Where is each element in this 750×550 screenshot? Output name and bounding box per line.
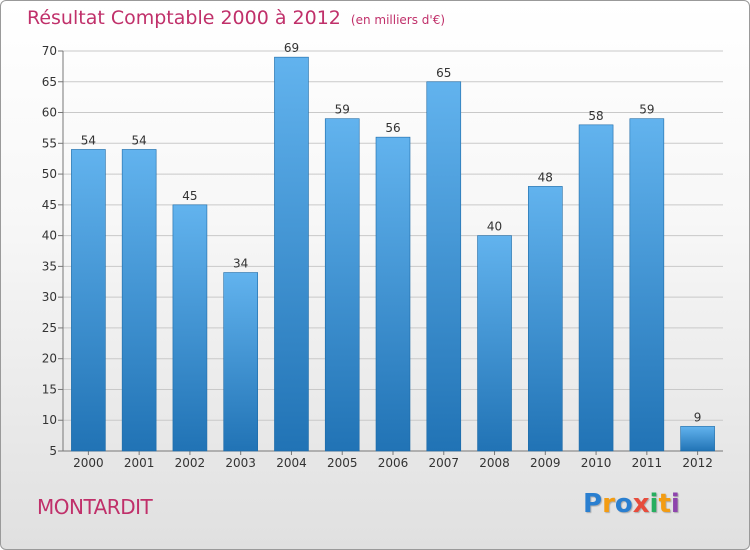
y-tick-label: 15 <box>42 382 57 396</box>
chart-title-text: Résultat Comptable 2000 à 2012 <box>27 7 341 29</box>
logo-letter: o <box>614 489 633 519</box>
bar-value-label: 65 <box>436 66 451 80</box>
x-tick-label: 2011 <box>632 456 663 470</box>
y-tick-label: 5 <box>49 444 57 458</box>
y-tick-label: 70 <box>42 44 57 58</box>
bar-value-label: 58 <box>588 109 603 123</box>
x-tick-label: 2000 <box>73 456 104 470</box>
y-tick-label: 60 <box>42 106 57 120</box>
x-tick-label: 2002 <box>175 456 206 470</box>
bar <box>629 118 665 452</box>
labels: 54 2000 54 2001 45 2002 34 2003 69 2004 59 2005 56 20… <box>73 41 713 470</box>
x-tick-label: 2006 <box>378 456 409 470</box>
chart-title: Résultat Comptable 2000 à 2012 (en millie… <box>27 7 445 29</box>
bar-value-label: 56 <box>385 121 400 135</box>
y-tick-label: 20 <box>42 352 57 366</box>
y-tick-label: 65 <box>42 75 57 89</box>
bars <box>71 56 715 452</box>
y-tick-label: 35 <box>42 259 57 273</box>
place-name: MONTARDIT <box>37 495 153 519</box>
y-tick-label: 50 <box>42 167 57 181</box>
y-tick-label: 10 <box>42 413 57 427</box>
logo-letter: i <box>649 489 659 519</box>
bar-value-label: 40 <box>487 220 502 234</box>
bar-value-label: 69 <box>284 41 299 55</box>
bar-value-label: 45 <box>182 189 197 203</box>
x-tick-label: 2012 <box>682 456 713 470</box>
logo-letter: i <box>670 489 680 519</box>
bar <box>528 186 563 452</box>
y-tick-label: 25 <box>42 321 57 335</box>
bar <box>426 81 462 452</box>
x-tick-label: 2003 <box>225 456 256 470</box>
x-tick-label: 2008 <box>479 456 510 470</box>
bar <box>578 124 614 452</box>
x-tick-label: 2004 <box>276 456 307 470</box>
bar-value-label: 9 <box>694 410 702 424</box>
logo-letter: t <box>658 489 671 519</box>
logo-letter: x <box>632 489 650 519</box>
bar <box>375 136 411 452</box>
bar-value-label: 59 <box>335 103 350 117</box>
bar <box>324 118 360 452</box>
axes: 5 10 15 20 25 30 35 40 45 50 55 60 65 70 <box>42 44 723 458</box>
y-tick-label: 30 <box>42 290 57 304</box>
bar <box>223 272 258 452</box>
bar <box>172 204 208 452</box>
logo-letter: r <box>602 489 615 519</box>
x-tick-label: 2009 <box>530 456 561 470</box>
y-tick-label: 55 <box>42 136 57 150</box>
y-tick-label: 45 <box>42 198 57 212</box>
y-tick-label: 40 <box>42 229 57 243</box>
logo-letter: P <box>583 489 603 519</box>
bar-value-label: 59 <box>639 103 654 117</box>
bar-value-label: 48 <box>538 170 553 184</box>
chart-title-unit: (en milliers d'€) <box>350 13 446 27</box>
bar-value-label: 34 <box>233 257 248 271</box>
bar <box>71 149 106 452</box>
bar <box>680 426 715 452</box>
proxiti-logo: Proxiti <box>583 489 680 519</box>
bar-value-label: 54 <box>81 133 96 147</box>
bar <box>274 56 309 452</box>
x-tick-label: 2010 <box>581 456 612 470</box>
x-tick-label: 2007 <box>428 456 459 470</box>
bar-value-label: 54 <box>132 133 147 147</box>
bar <box>121 149 157 452</box>
x-tick-label: 2001 <box>124 456 155 470</box>
x-tick-label: 2005 <box>327 456 358 470</box>
bar <box>477 235 512 452</box>
